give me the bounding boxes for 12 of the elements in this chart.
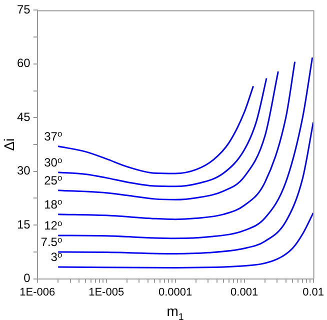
x-tick-label: 0.001 — [230, 286, 258, 298]
x-tick-label: 0.01 — [302, 286, 324, 298]
x-tick-label: 1E-005 — [88, 286, 124, 298]
y-tick-label: 60 — [16, 56, 31, 70]
y-tick-label: 15 — [16, 217, 31, 232]
x-tick-label: 1E-006 — [20, 286, 56, 298]
y-axis-title: Δi — [1, 138, 17, 151]
y-tick-label: 30 — [16, 164, 31, 178]
y-tick-label: 45 — [16, 110, 31, 124]
x-tick-label: 0.0001 — [158, 286, 192, 298]
y-tick-label: 75 — [16, 2, 31, 17]
y-tick-label: 0 — [24, 271, 31, 286]
